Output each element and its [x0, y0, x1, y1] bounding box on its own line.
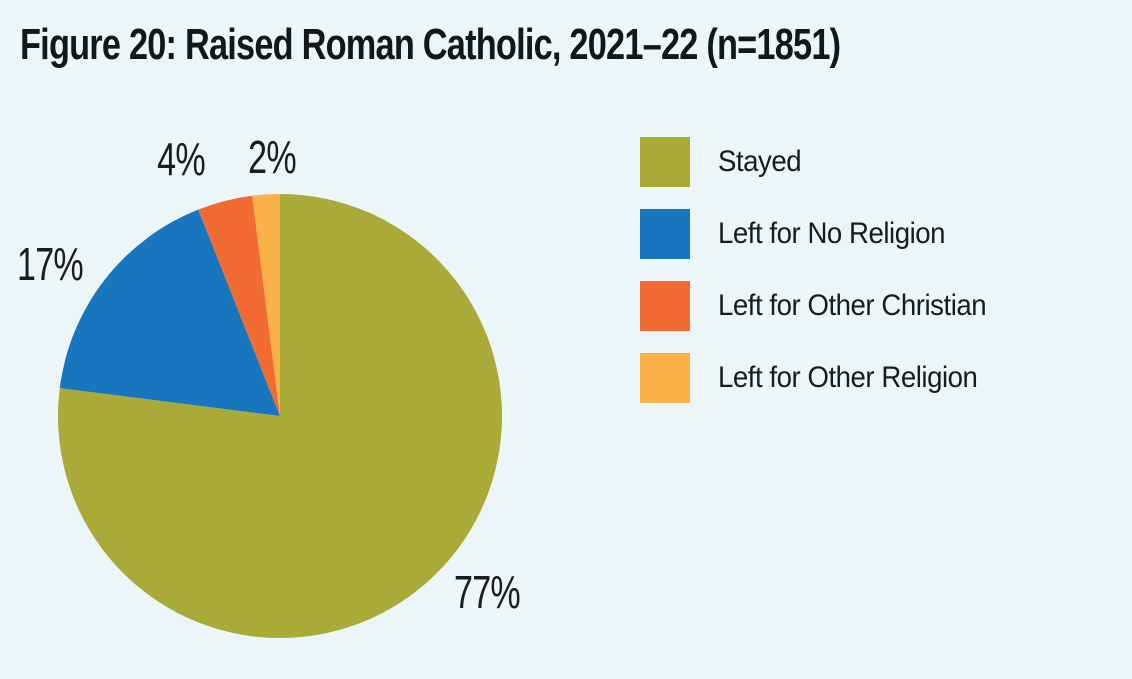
- legend-label-stayed: Stayed: [718, 145, 802, 178]
- legend-swatch-left-other-religion: [640, 353, 690, 403]
- pie-slice-left-for-no-religion: [59, 209, 280, 416]
- legend-label-left-other-christian: Left for Other Christian: [718, 289, 987, 322]
- legend-swatch-left-other-christian: [640, 281, 690, 331]
- pie-slice-left-for-other-christian: [198, 195, 280, 416]
- legend-item-left-other-christian: Left for Other Christian: [640, 281, 1009, 331]
- pie-slice-left-for-other-religion: [252, 194, 280, 416]
- figure-title: Figure 20: Raised Roman Catholic, 2021–2…: [20, 20, 841, 69]
- legend: Stayed Left for No Religion Left for Oth…: [640, 137, 1009, 403]
- legend-swatch-stayed: [640, 137, 690, 187]
- pie-label-left-other-christian: 4%: [157, 133, 205, 185]
- legend-label-left-other-religion: Left for Other Religion: [718, 361, 978, 394]
- legend-label-left-no-religion: Left for No Religion: [718, 217, 946, 250]
- pie-label-left-other-religion: 2%: [248, 131, 296, 183]
- pie-label-left-no-religion: 17%: [17, 238, 84, 290]
- legend-swatch-left-no-religion: [640, 209, 690, 259]
- legend-item-left-no-religion: Left for No Religion: [640, 209, 1009, 259]
- pie-label-stayed: 77%: [454, 566, 521, 618]
- legend-item-stayed: Stayed: [640, 137, 1009, 187]
- legend-item-left-other-religion: Left for Other Religion: [640, 353, 1009, 403]
- pie-slice-stayed: [57, 194, 502, 638]
